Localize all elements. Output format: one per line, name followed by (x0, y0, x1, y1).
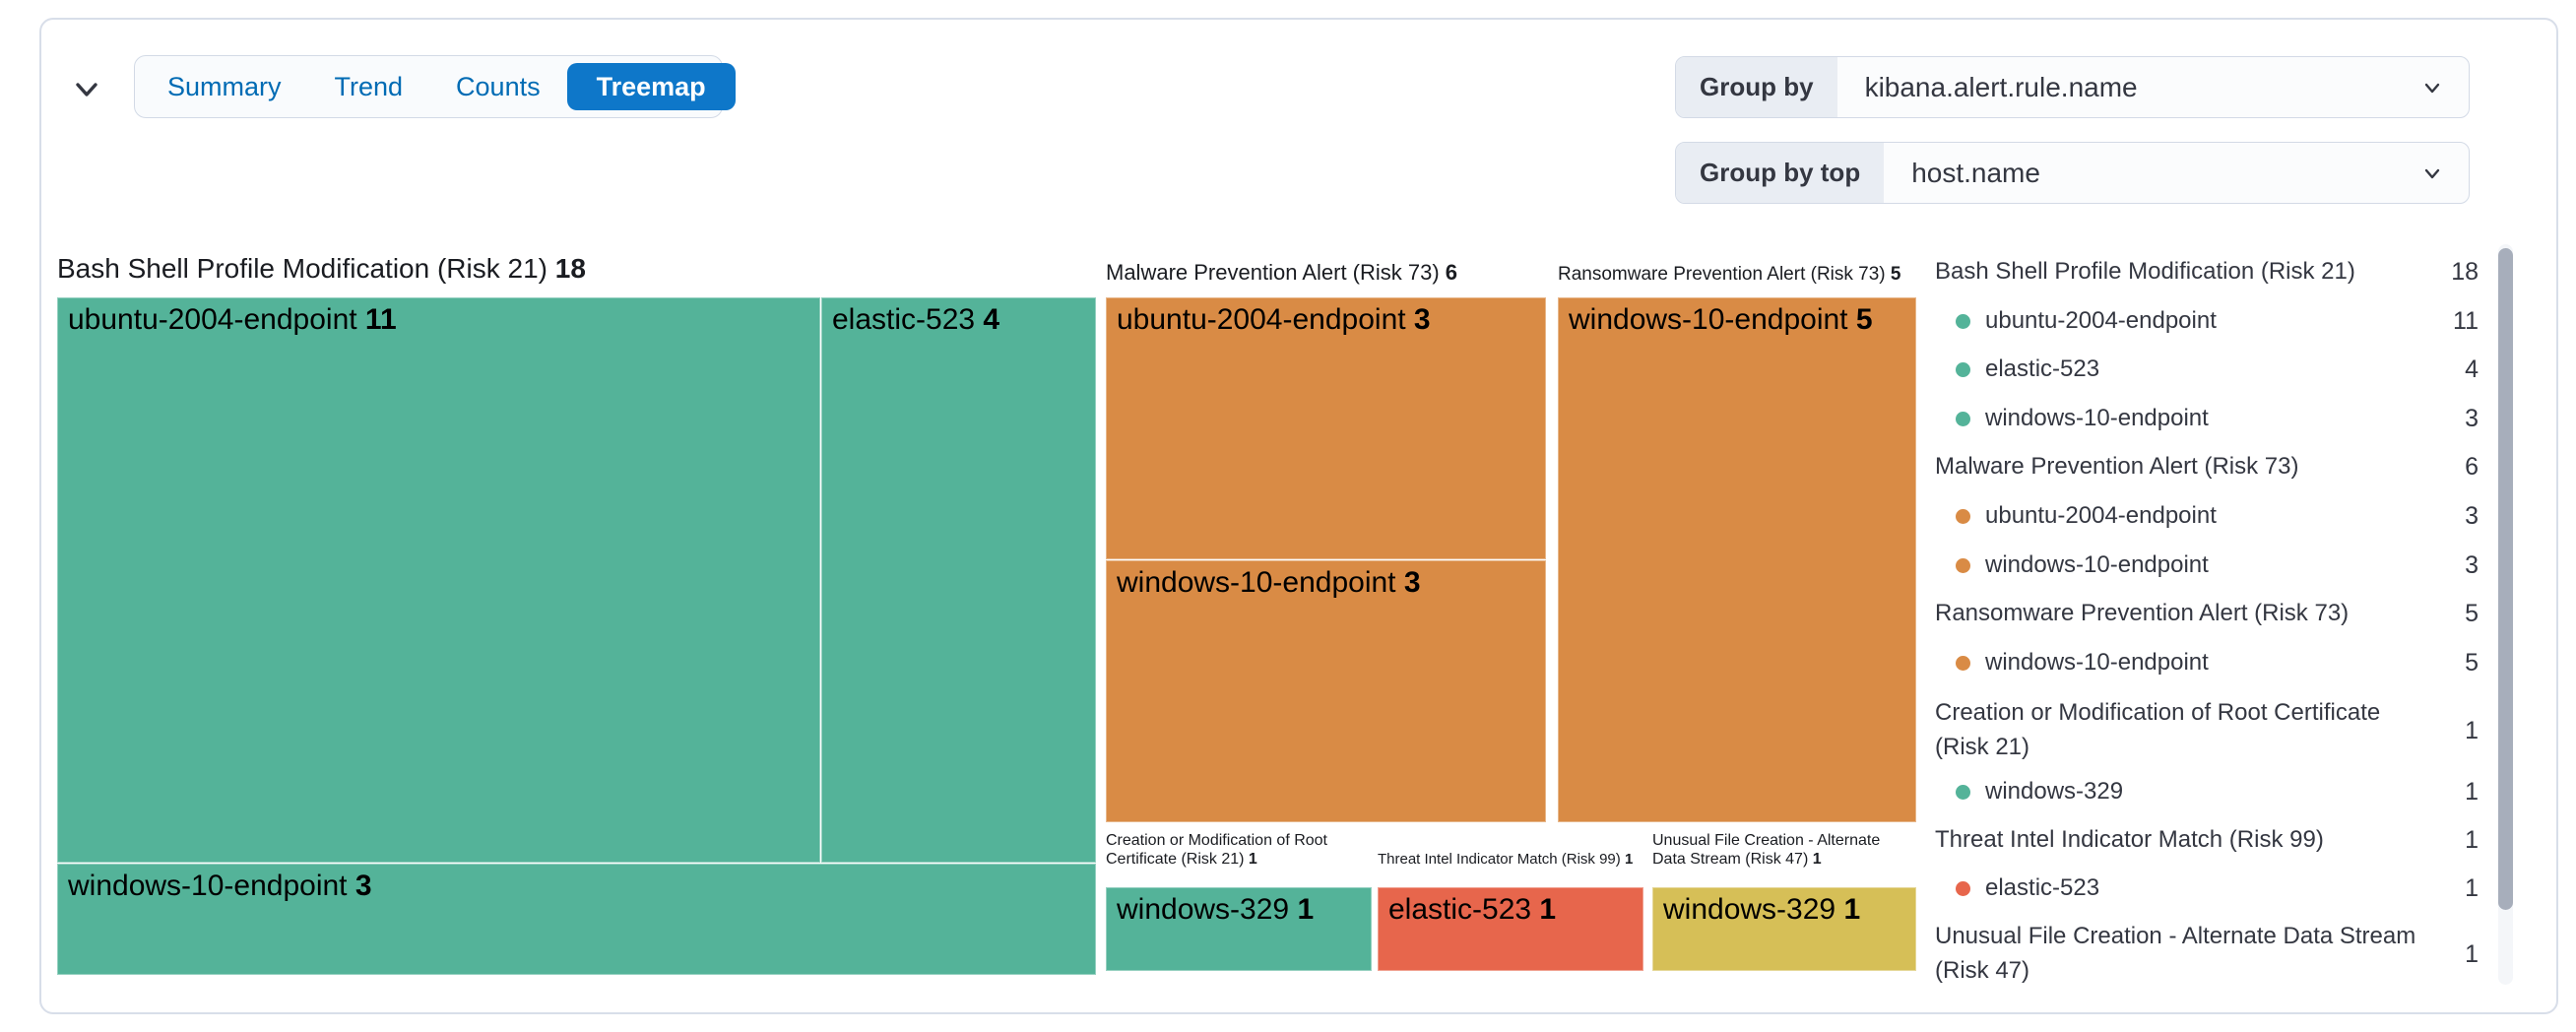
legend-color-dot (1956, 655, 1970, 671)
legend-value: 1 (2465, 825, 2479, 854)
chevron-down-icon (2419, 57, 2469, 117)
legend-label: Bash Shell Profile Modification (Risk 21… (1935, 257, 2355, 285)
legend-group-row[interactable]: Ransomware Prevention Alert (Risk 73) 5 (1935, 596, 2479, 631)
legend-label: windows-10-endpoint (1985, 404, 2209, 431)
legend-value: 5 (2465, 648, 2479, 677)
legend-group-row[interactable]: Bash Shell Profile Modification (Risk 21… (1935, 254, 2479, 290)
legend-label: Ransomware Prevention Alert (Risk 73) (1935, 599, 2350, 626)
legend-value: 1 (2465, 939, 2479, 968)
legend-host-row[interactable]: ubuntu-2004-endpoint 11 (1935, 303, 2479, 339)
legend-label: windows-10-endpoint (1985, 550, 2209, 578)
collapse-panel-button[interactable] (67, 69, 106, 108)
tab-counts[interactable]: Counts (429, 56, 567, 117)
legend-value: 6 (2465, 452, 2479, 481)
treemap-group-label: Bash Shell Profile Modification (Risk 21… (57, 253, 586, 284)
legend-color-dot (1956, 557, 1970, 573)
legend-color-dot (1956, 508, 1970, 524)
treemap-cell[interactable]: ubuntu-2004-endpoint 3 (1106, 297, 1546, 559)
legend-label: ubuntu-2004-endpoint (1985, 306, 2217, 334)
legend-value: 18 (2451, 257, 2479, 286)
legend-host-row[interactable]: elastic-523 4 (1935, 352, 2479, 387)
legend-label: Creation or Modification of Root Certifi… (1935, 699, 2381, 760)
legend-host-row[interactable]: ubuntu-2004-endpoint 3 (1935, 498, 2479, 534)
legend-host-row[interactable]: windows-329 1 (1935, 774, 2479, 809)
treemap-group-label: Unusual File Creation - Alternate Data S… (1652, 832, 1881, 868)
treemap-cell[interactable]: windows-10-endpoint 3 (57, 864, 1096, 975)
treemap-cell[interactable]: windows-10-endpoint 3 (1106, 560, 1546, 822)
treemap-cell[interactable]: windows-10-endpoint 5 (1558, 297, 1916, 822)
legend-host-row[interactable]: windows-10-endpoint 3 (1935, 401, 2479, 436)
group-by-top-select[interactable]: host.name (1911, 157, 2040, 188)
legend-group-row[interactable]: Unusual File Creation - Alternate Data S… (1935, 917, 2479, 992)
legend-label: elastic-523 (1985, 873, 2100, 901)
legend-label: elastic-523 (1985, 355, 2100, 382)
tab-trend[interactable]: Trend (308, 56, 430, 117)
treemap-cell[interactable]: elastic-523 4 (821, 297, 1096, 863)
legend-group-row[interactable]: Creation or Modification of Root Certifi… (1935, 693, 2479, 768)
legend-label: Unusual File Creation - Alternate Data S… (1935, 923, 2416, 984)
treemap-group-label: Malware Prevention Alert (Risk 73) 6 (1106, 260, 1458, 285)
treemap-cell[interactable]: elastic-523 1 (1378, 887, 1643, 971)
legend-host-row[interactable]: windows-10-endpoint 3 (1935, 548, 2479, 583)
legend-scrollbar-thumb[interactable] (2498, 248, 2513, 910)
group-by-select[interactable]: kibana.alert.rule.name (1864, 71, 2138, 102)
legend-label: ubuntu-2004-endpoint (1985, 501, 2217, 529)
view-button-group: Summary Trend Counts Treemap (134, 55, 736, 118)
legend-label: Threat Intel Indicator Match (Risk 99) (1935, 825, 2324, 853)
legend-color-dot (1956, 313, 1970, 329)
legend-color-dot (1956, 784, 1970, 800)
legend-label: Malware Prevention Alert (Risk 73) (1935, 452, 2299, 480)
group-by-top-control: Group by top host.name (1675, 142, 2470, 204)
chevron-down-icon (2419, 143, 2469, 203)
legend-value: 5 (2465, 599, 2479, 627)
treemap-cell[interactable]: windows-329 1 (1106, 887, 1372, 971)
legend-label: windows-10-endpoint (1985, 648, 2209, 676)
treemap-cell[interactable]: ubuntu-2004-endpoint 11 (57, 297, 820, 863)
legend-value: 1 (2465, 777, 2479, 806)
tab-summary[interactable]: Summary (141, 56, 308, 117)
group-by-control: Group by kibana.alert.rule.name (1675, 56, 2470, 118)
group-by-label: Group by (1676, 57, 1837, 117)
group-by-top-label: Group by top (1676, 143, 1885, 203)
legend-group-row[interactable]: Malware Prevention Alert (Risk 73) 6 (1935, 449, 2479, 484)
tab-treemap[interactable]: Treemap (566, 63, 736, 110)
chevron-down-icon (67, 83, 106, 111)
legend-value: 11 (2453, 306, 2479, 335)
legend-color-dot (1956, 880, 1970, 896)
legend-group-row[interactable]: Threat Intel Indicator Match (Risk 99) 1 (1935, 822, 2479, 858)
legend-label: windows-329 (1985, 777, 2124, 805)
legend-host-row[interactable]: windows-10-endpoint 5 (1935, 645, 2479, 680)
treemap-cell[interactable]: windows-329 1 (1652, 887, 1916, 971)
legend-color-dot (1956, 361, 1970, 377)
legend-value: 1 (2465, 716, 2479, 744)
legend-color-dot (1956, 411, 1970, 426)
legend-value: 3 (2465, 404, 2479, 432)
treemap-group-label: Creation or Modification of Root Certifi… (1106, 832, 1327, 868)
legend-value: 1 (2465, 873, 2479, 902)
legend-value: 3 (2465, 501, 2479, 530)
treemap-group-label: Threat Intel Indicator Match (Risk 99) 1 (1378, 851, 1634, 868)
legend-value: 3 (2465, 550, 2479, 579)
treemap-group-label: Ransomware Prevention Alert (Risk 73) 5 (1558, 264, 1901, 285)
legend-value: 4 (2465, 355, 2479, 383)
legend-host-row[interactable]: elastic-523 1 (1935, 871, 2479, 906)
